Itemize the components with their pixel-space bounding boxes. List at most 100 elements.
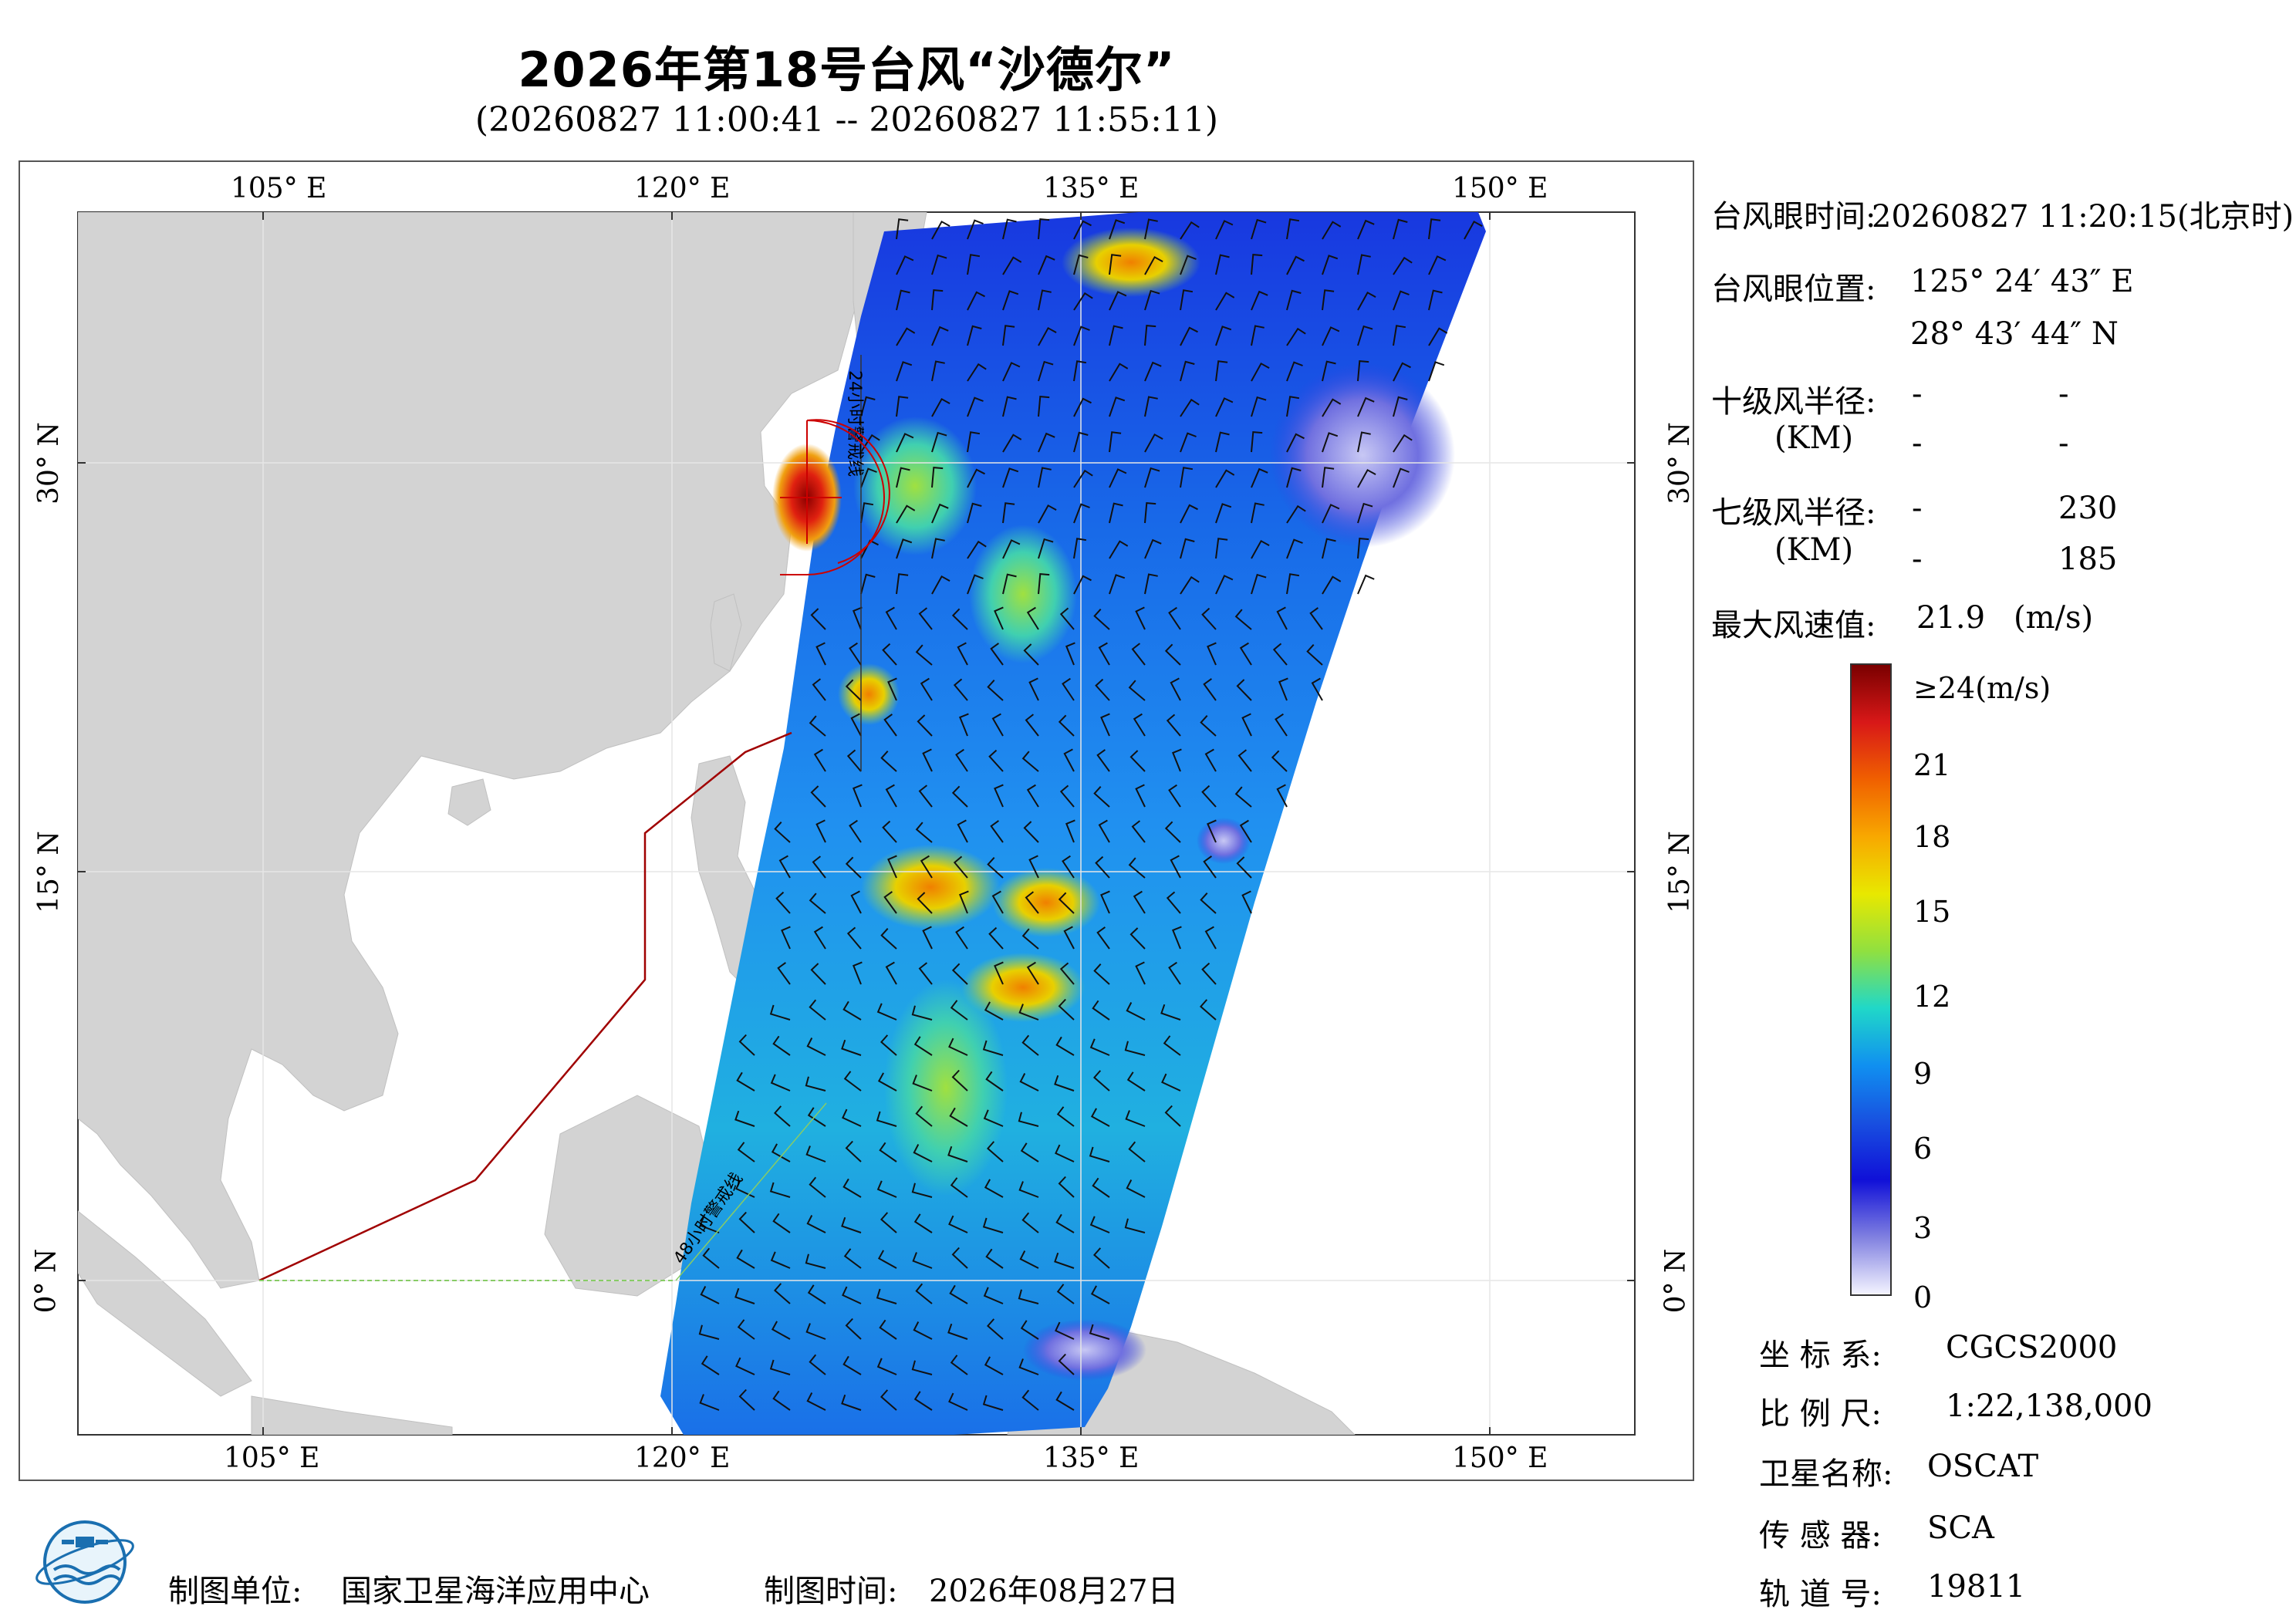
wind-barb (1002, 256, 1022, 275)
max-wind-unit: (m/s) (2014, 600, 2094, 636)
wind-barb (1393, 290, 1410, 311)
wind-barb (1171, 926, 1182, 950)
eye-time-label: 台风眼时间: (1711, 199, 1876, 235)
wind-barb (951, 1069, 968, 1092)
wind-barb (1203, 678, 1217, 701)
wind-barb (810, 963, 826, 985)
wind-barb (953, 678, 968, 701)
wind-barb (1144, 361, 1162, 382)
wind-barb (1038, 467, 1052, 488)
wind-barb (885, 606, 897, 630)
wind-barb (917, 892, 933, 914)
wind-barb (1090, 1108, 1110, 1127)
wind-barb (985, 1071, 1004, 1092)
wind-barb (1241, 890, 1252, 914)
wind-barb (1200, 715, 1217, 737)
wind-barb (1241, 713, 1252, 737)
wind-barbs (698, 218, 1483, 1411)
wind-barb (1180, 575, 1200, 595)
colorbar-label-21: 21 (1913, 748, 1951, 782)
wind-barb (880, 1212, 897, 1233)
wind-barb (879, 1319, 897, 1340)
wind-barb (958, 890, 969, 914)
wind-barb (773, 1283, 791, 1304)
sensor-value: SCA (1927, 1510, 1994, 1546)
wind-barb (1109, 219, 1126, 240)
wind-barb (1025, 714, 1039, 737)
eye-lon: 125° 24′ 43″ E (1910, 264, 2134, 299)
wind-barb (1163, 1035, 1181, 1056)
wind-barb (1129, 927, 1146, 950)
wind-barb (896, 255, 914, 275)
wind-barb (1272, 643, 1288, 666)
wind-barb (887, 855, 897, 879)
wind-barb (1109, 468, 1127, 488)
wind-barb (1054, 1252, 1075, 1269)
wind-barb (1002, 325, 1015, 346)
wind-barb (1164, 821, 1181, 843)
wind-barb (1393, 362, 1411, 382)
wind-barb (1215, 538, 1228, 559)
wind-barb (1124, 1041, 1146, 1056)
wind-barb (931, 254, 947, 275)
wind-barb (1215, 326, 1232, 346)
wind-barb (1135, 606, 1146, 630)
wind-barb (1131, 820, 1146, 843)
wind-barb (1166, 891, 1181, 914)
wind-barb (860, 539, 879, 559)
wind-barb (967, 540, 987, 559)
wind-barb (896, 573, 909, 595)
max-wind-value: 21.9 (1916, 600, 1986, 636)
wind-barb (845, 1140, 862, 1162)
wind-barb (1038, 326, 1057, 346)
wind-barb (1393, 396, 1408, 417)
wind-barb (843, 1071, 862, 1092)
wind-barb (1109, 363, 1129, 382)
wind-barb (1126, 1002, 1146, 1021)
wind-barb (1063, 926, 1075, 950)
wind-barb (842, 1000, 862, 1021)
wind-barb (1109, 325, 1123, 346)
wind-barb (1180, 360, 1195, 382)
wind-barb (1038, 538, 1054, 559)
wind-barb (985, 1248, 1004, 1269)
colorbar-label-24: ≥24(m/s) (1913, 671, 2051, 705)
wind-barb (1180, 221, 1200, 240)
wind-barb (982, 1040, 1004, 1056)
wind-barb (1025, 891, 1039, 914)
wind-barb (1092, 1247, 1110, 1269)
wind-barb (876, 1180, 897, 1198)
wind-barb (1038, 255, 1055, 275)
wind-barb (1251, 431, 1263, 453)
colorbar (1850, 663, 1892, 1296)
wind-barb (1393, 434, 1413, 453)
wind-barb (1234, 786, 1252, 808)
wind-barb (1073, 538, 1087, 559)
wind-barb (1021, 1212, 1039, 1233)
r10-unit: (KM) (1774, 420, 1854, 456)
r10-value-1: - (2058, 376, 2069, 412)
wind-barb (1144, 289, 1160, 311)
wind-barb (841, 1216, 862, 1233)
wind-barb (1058, 892, 1075, 914)
wind-barb (1428, 255, 1447, 275)
wind-barb (1428, 218, 1441, 240)
wind-barb (1128, 1141, 1146, 1162)
wind-barb (806, 1392, 826, 1411)
wind-barb (951, 963, 968, 985)
wind-barb (983, 1287, 1004, 1304)
wind-barb (1322, 398, 1342, 417)
wind-barb (778, 855, 791, 879)
wind-barb (735, 1357, 755, 1375)
lon-tick-bottom-135: 135° E (1043, 1442, 1140, 1474)
colorbar-label-15: 15 (1913, 895, 1951, 929)
wind-barb (1021, 751, 1039, 772)
wind-barb (849, 819, 862, 843)
wind-barb (1096, 926, 1110, 950)
wind-barb (880, 751, 897, 772)
wind-barb (813, 748, 826, 772)
wind-barb (883, 714, 897, 737)
wind-barb (860, 573, 876, 595)
wind-barb (882, 643, 897, 666)
wind-barb (1065, 642, 1075, 666)
